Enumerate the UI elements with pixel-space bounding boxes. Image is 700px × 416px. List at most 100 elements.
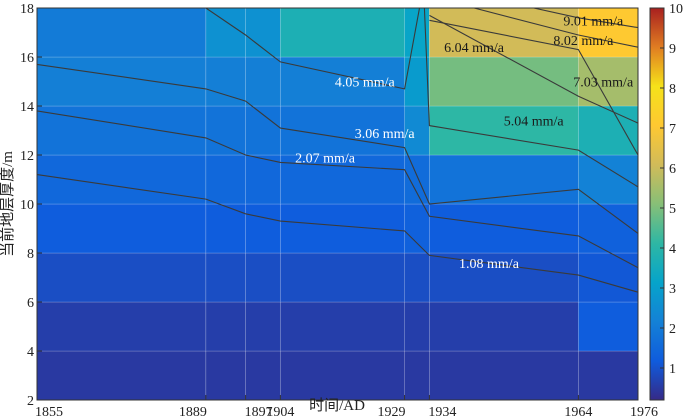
heatmap-cell xyxy=(205,350,247,401)
contour-lines xyxy=(37,8,638,293)
heatmap-cell xyxy=(577,203,639,254)
colorbar-tick-label: 7 xyxy=(669,122,676,137)
heatmap-cell xyxy=(279,203,405,254)
heatmap-cell xyxy=(36,7,207,58)
y-tick-label: 4 xyxy=(27,345,34,360)
heatmap-cell xyxy=(428,203,579,254)
colorbar-tick-label: 10 xyxy=(669,2,683,17)
heatmap-cell xyxy=(36,56,207,107)
heatmap-cell xyxy=(577,105,639,156)
y-tick-label: 18 xyxy=(20,2,34,17)
heatmap-cell xyxy=(279,252,405,303)
heatmap-cell xyxy=(36,154,207,205)
heatmap-cell xyxy=(279,105,405,156)
colorbar-tick-label: 1 xyxy=(669,362,676,377)
heatmap-cell xyxy=(36,203,207,254)
contour-label: 6.04 mm/a xyxy=(444,41,505,56)
x-tick-label: 1964 xyxy=(564,405,592,416)
heatmap-cell xyxy=(245,301,281,352)
plot-area: 1.08 mm/a 2.07 mm/a 3.06 mm/a 4.05 mm/a 5.04… xyxy=(36,7,639,401)
heatmap-cell xyxy=(205,7,247,58)
heatmap-cell xyxy=(205,154,247,205)
colorbar-tick-label: 3 xyxy=(669,282,676,297)
colorbar-tick-label: 8 xyxy=(669,82,676,97)
heatmap-cell xyxy=(428,301,579,352)
heatmap-cell xyxy=(279,350,405,401)
heatmap-cell xyxy=(205,105,247,156)
contour-line xyxy=(37,63,638,234)
heatmap-cell xyxy=(428,154,579,205)
heatmap-cell xyxy=(245,105,281,156)
heatmap-cell xyxy=(245,203,281,254)
y-tick-label: 8 xyxy=(27,247,34,262)
x-tick-label: 1976 xyxy=(630,405,658,416)
y-tick-label: 6 xyxy=(27,296,34,311)
y-tick-label: 16 xyxy=(20,51,34,66)
heatmap-cell xyxy=(404,252,430,303)
y-tick-label: 2 xyxy=(27,394,34,409)
contour-line xyxy=(423,8,638,188)
x-tick-label: 1855 xyxy=(35,405,63,416)
heatmap-cell xyxy=(428,56,579,107)
heatmap-cell xyxy=(577,301,639,352)
contour-label: 1.08 mm/a xyxy=(459,257,520,272)
contour-line xyxy=(37,110,638,269)
heatmap-cell xyxy=(428,350,579,401)
y-axis-label: 当前地层厚度/m xyxy=(0,151,16,257)
contour-line xyxy=(533,8,638,29)
heatmap-cell xyxy=(36,105,207,156)
heatmap-cell xyxy=(577,154,639,205)
heatmap-cell xyxy=(245,252,281,303)
heatmap-cell xyxy=(404,203,430,254)
heatmap-cell xyxy=(279,301,405,352)
colorbar-gradient xyxy=(649,7,665,401)
heatmap-cell xyxy=(404,301,430,352)
heatmap-cell xyxy=(205,56,247,107)
y-tick-label: 14 xyxy=(20,100,34,115)
colorbar: 1 2 3 4 5 6 7 8 9 10 xyxy=(649,2,683,401)
contour-label: 5.04 mm/a xyxy=(504,115,565,130)
heatmap-cell xyxy=(205,252,247,303)
heatmap-cell xyxy=(205,301,247,352)
colorbar-tick-label: 5 xyxy=(669,202,676,217)
heatmap-cell xyxy=(245,154,281,205)
contour-label: 4.05 mm/a xyxy=(335,76,396,91)
contour-label: 8.02 mm/a xyxy=(553,34,614,49)
heatmap-cell xyxy=(404,56,430,107)
contour-line xyxy=(37,174,638,293)
heatmap-cell xyxy=(245,56,281,107)
x-tick-label: 1889 xyxy=(179,405,207,416)
heatmap-cell xyxy=(279,7,405,58)
x-tick-label: 1897 xyxy=(245,405,273,416)
y-tick-label: 12 xyxy=(20,149,34,164)
heatmap-cell xyxy=(279,56,405,107)
heatmap-cell xyxy=(577,350,639,401)
colorbar-ticks: 1 2 3 4 5 6 7 8 9 10 xyxy=(660,2,683,377)
heatmap-cell xyxy=(428,105,579,156)
heatmap-cell xyxy=(404,105,430,156)
x-tick-label: 1934 xyxy=(428,405,456,416)
x-tick-label: 1929 xyxy=(378,405,406,416)
contour-line xyxy=(473,8,638,48)
contour-label: 3.06 mm/a xyxy=(355,127,416,142)
y-tick-label: 10 xyxy=(20,198,34,213)
heatmap-cell xyxy=(245,7,281,58)
contour-label: 7.03 mm/a xyxy=(573,76,634,91)
contour-label: 2.07 mm/a xyxy=(295,151,356,166)
colorbar-tick-label: 4 xyxy=(669,242,676,257)
colorbar-tick-label: 9 xyxy=(669,42,676,57)
contour-label: 9.01 mm/a xyxy=(563,14,624,29)
contour-labels: 1.08 mm/a 2.07 mm/a 3.06 mm/a 4.05 mm/a 5.04… xyxy=(295,14,634,272)
x-axis-label: 时间/AD xyxy=(309,397,365,414)
heatmap-cells xyxy=(36,7,639,401)
heatmap-cell xyxy=(36,252,207,303)
contour-line xyxy=(429,19,638,156)
contour-line xyxy=(429,14,638,124)
heatmap-cell xyxy=(36,350,207,401)
heatmap-cell xyxy=(245,350,281,401)
contour-line xyxy=(205,8,421,90)
colorbar-tick-label: 2 xyxy=(669,322,676,337)
y-axis-ticks: 2 4 6 8 10 12 14 16 18 xyxy=(20,2,42,409)
colorbar-tick-label: 6 xyxy=(669,162,676,177)
